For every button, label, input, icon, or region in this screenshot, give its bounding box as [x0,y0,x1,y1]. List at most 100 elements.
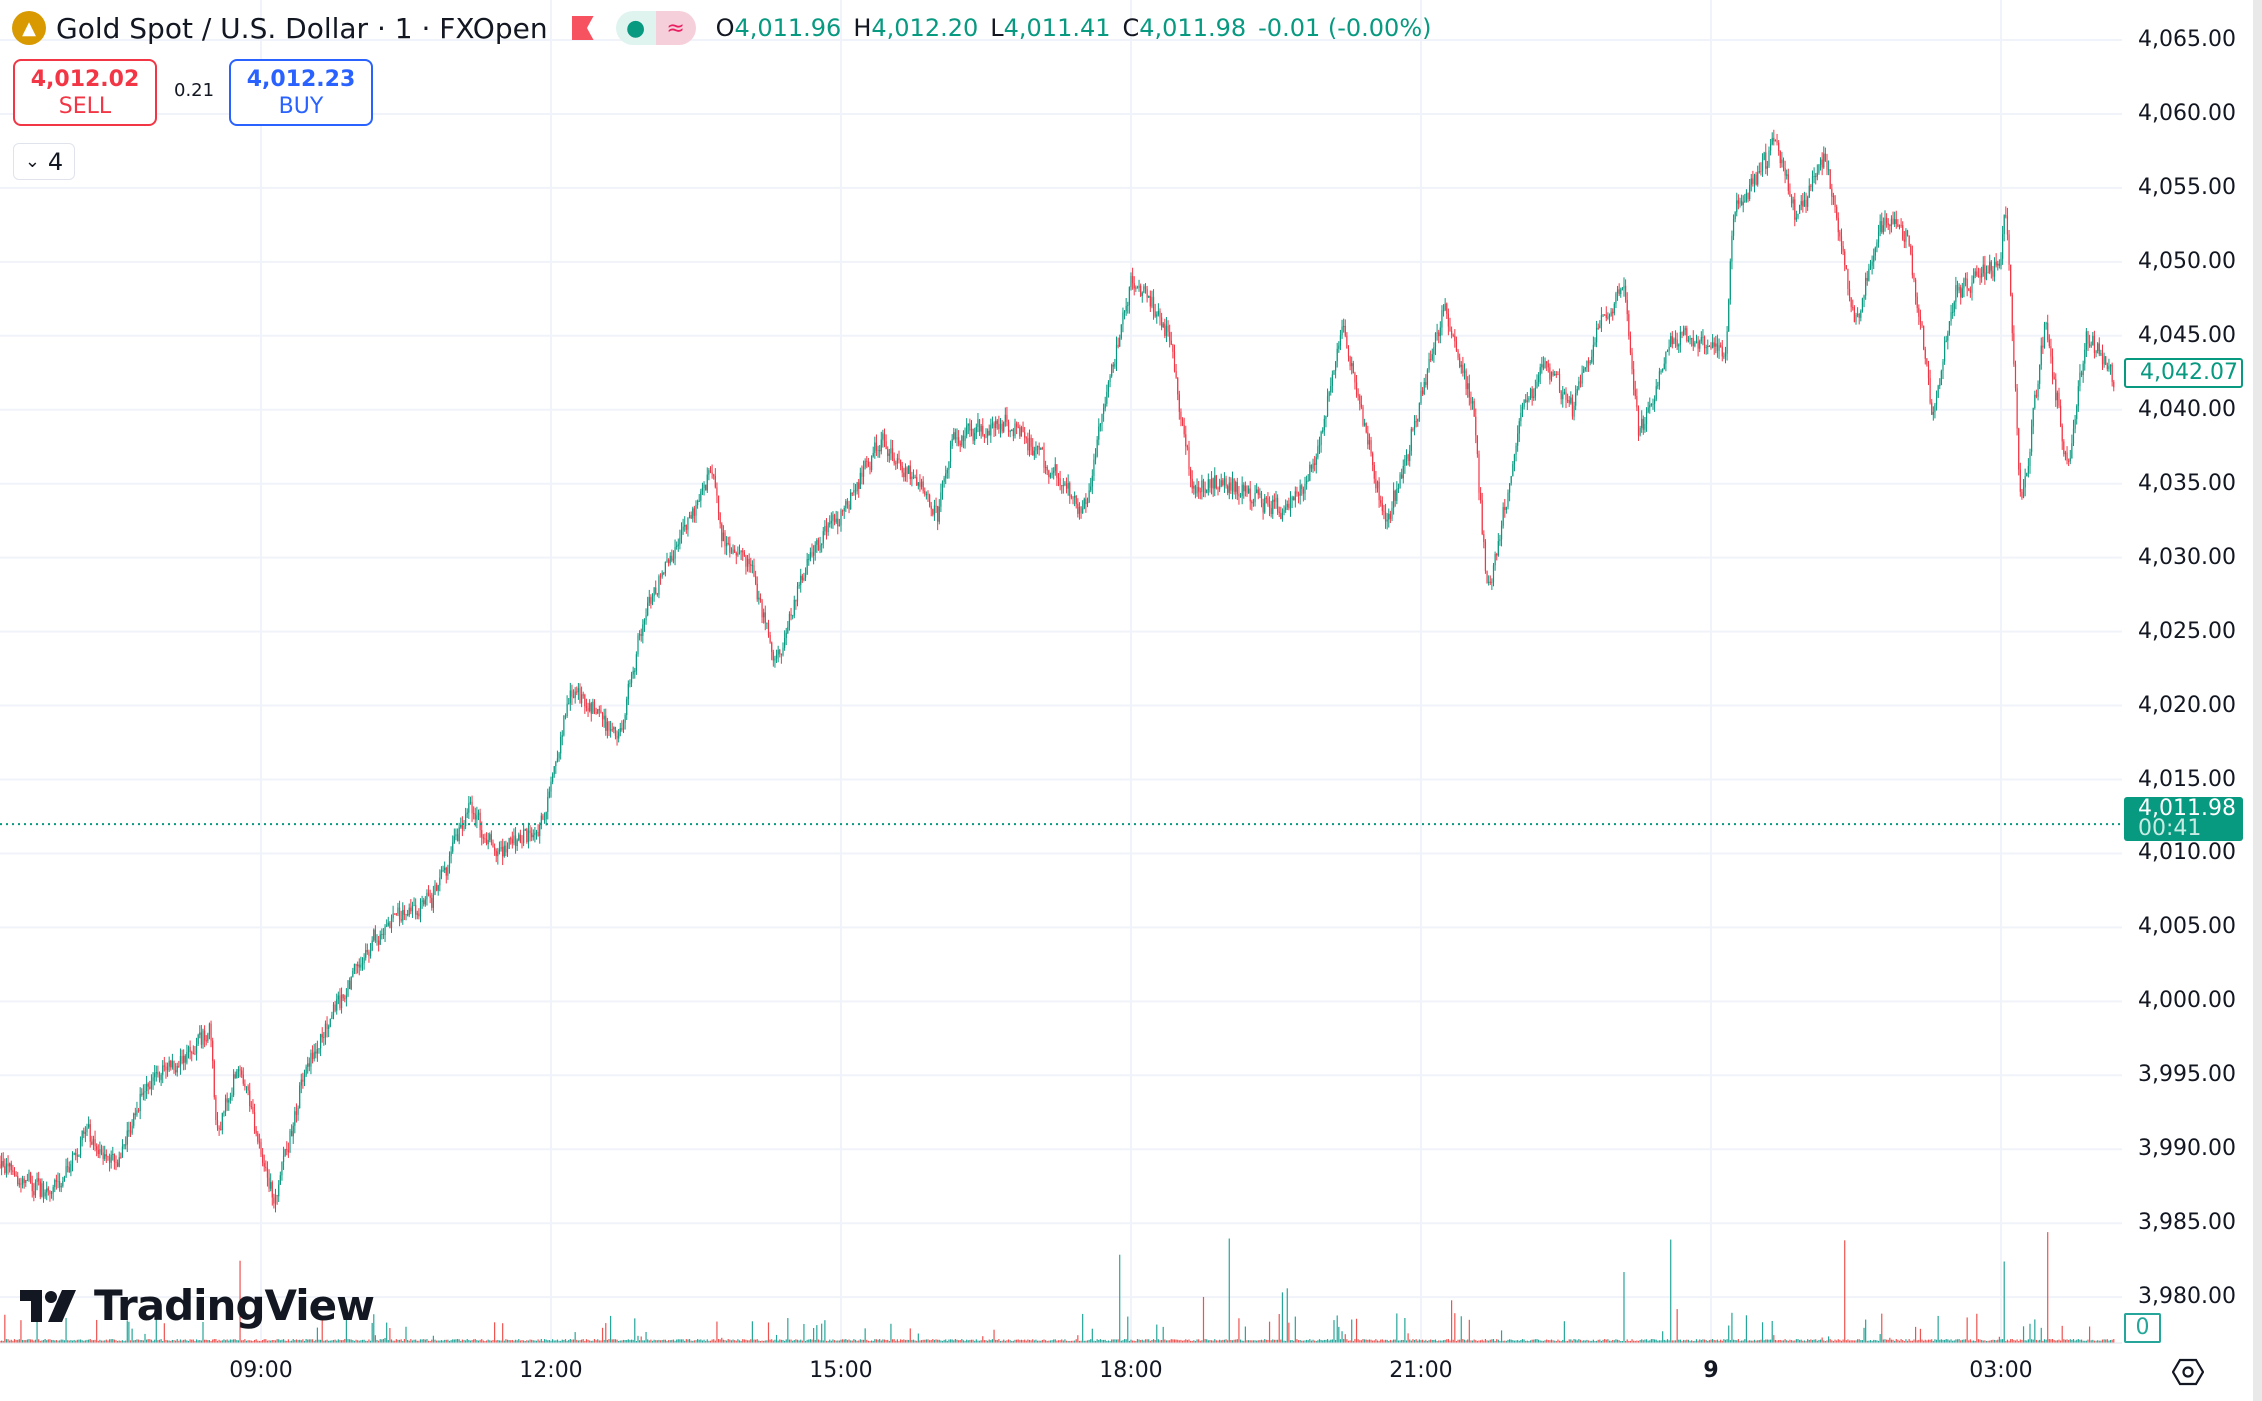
candle-body [208,1023,211,1035]
candle-body [1288,503,1290,509]
settings-icon[interactable] [2172,1358,2204,1386]
candle-body [1135,287,1137,289]
candle-body [299,1085,301,1108]
volume-bar [1507,1339,1509,1343]
volume-bar [571,1339,573,1343]
flag-icon[interactable] [571,16,594,40]
candle-body [205,1040,207,1042]
volume-bar [213,1339,215,1343]
candle-body [373,929,375,941]
candle-body [297,1107,299,1115]
volume-bar [173,1340,175,1343]
candle-body [1088,490,1090,503]
candle-body [131,1125,133,1134]
volume-bar [1894,1340,1896,1343]
candle-body [1409,450,1411,461]
volume-bar [147,1339,149,1343]
candle-body [1753,174,1756,184]
candle-body [175,1070,177,1073]
volume-bar [919,1340,921,1343]
volume-bar [1434,1339,1437,1343]
candlesticks [0,129,2115,1213]
volume-bar [809,1339,811,1343]
candle-body [582,694,584,696]
candle-body [1383,511,1385,513]
candle-body [490,834,492,843]
candle-body [825,525,828,533]
volume-bar [2093,1340,2096,1343]
volume-bar [1317,1340,1319,1343]
volume-bar [978,1340,981,1343]
candle-body [1122,312,1124,325]
candle-body [590,703,592,714]
volume-bar [1349,1340,1351,1343]
candle-body [666,559,668,562]
candle-body [688,515,691,518]
volume-bar [813,1327,815,1343]
volume-bar [460,1340,462,1343]
volume-bar [539,1340,541,1343]
volume-bar [390,1339,393,1343]
current-price: 4,011.98 [2138,796,2236,821]
volume-bar [1481,1339,1483,1343]
volume-bar [1620,1340,1622,1343]
volume-bar [1330,1339,1332,1343]
candle-body [307,1063,309,1067]
candle-body [933,505,936,515]
volume-bar [821,1323,823,1343]
volume-bar [901,1339,903,1343]
candle-body [42,1183,45,1197]
tradingview-logo[interactable]: TradingView [20,1281,375,1330]
volume-bar [585,1339,588,1343]
candle-body [2100,353,2102,355]
candle-body [943,478,945,483]
volume-bar [1413,1339,1416,1343]
symbol-title[interactable]: Gold Spot / U.S. Dollar · 1 · FXOpen [56,11,548,45]
volume-bar [1586,1339,1588,1343]
volume-bar [1326,1339,1329,1343]
volume-bar [134,1339,136,1343]
volume-bar [1389,1339,1391,1343]
candle-body [1091,475,1093,487]
time-tick-label: 03:00 [1969,1358,2033,1383]
candle-body [1945,340,1947,342]
volume-bar [21,1339,24,1343]
volume-bar [954,1339,956,1343]
candle-body [883,433,886,442]
volume-bar [1239,1339,1242,1343]
volume-bar [71,1340,74,1343]
indicators-toggle-button[interactable]: ⌄ 4 [13,143,75,180]
volume-bar [1459,1339,1461,1343]
candle-body [1747,192,1749,200]
candle-body [2043,324,2046,348]
candle-body [1347,348,1350,357]
volume-bar [1473,1339,1475,1343]
volume-bar [920,1340,923,1343]
buy-button[interactable]: 4,012.23 BUY [229,59,373,126]
volume-bar [945,1339,947,1343]
candle-body [1528,398,1530,401]
volume-bar [125,1340,127,1343]
volume-bar [1128,1340,1130,1343]
volume-bar [1744,1339,1746,1343]
sell-button[interactable]: 4,012.02 SELL [13,59,157,126]
volume-bar [1776,1340,1778,1343]
volume-bar [55,1340,57,1343]
volume-bar [75,1340,77,1343]
volume-bar [912,1339,915,1343]
volume-bar [1119,1254,1121,1343]
volume-bar [1138,1339,1140,1343]
volume-bar [1707,1340,1709,1343]
volume-bar [975,1339,977,1343]
volume-bar [853,1339,855,1343]
volume-bar [444,1339,446,1343]
volume-bar [1612,1339,1614,1343]
market-status[interactable]: ● ≈ [615,11,696,45]
candle-body [1931,402,1933,415]
volume-bar [1625,1340,1627,1343]
candle-body [1779,150,1781,164]
candle-body [650,597,652,604]
candle-body [2061,425,2063,442]
volume-bar [1423,1340,1425,1343]
